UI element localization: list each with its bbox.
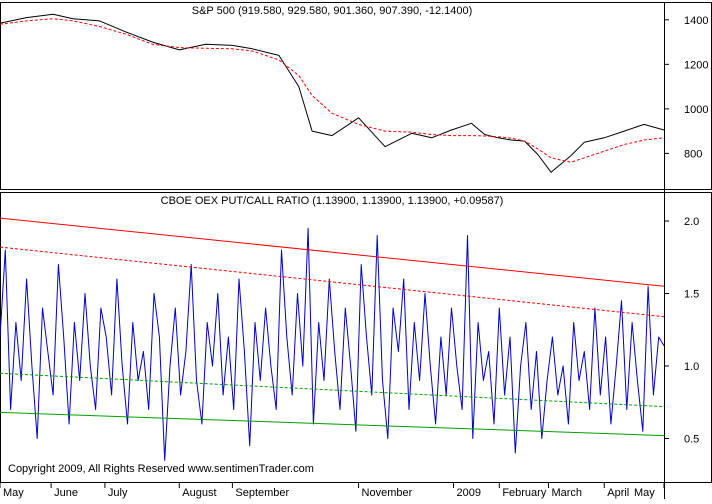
- ratio-panel-title: CBOE OEX PUT/CALL RATIO (1.13900, 1.1390…: [161, 195, 504, 207]
- price-y-tick-label: 1000: [684, 104, 708, 116]
- x-tick-label: May: [634, 487, 655, 499]
- copyright-text: Copyright 2009, All Rights Reserved www.…: [8, 463, 314, 475]
- x-tick-label: February: [502, 487, 547, 499]
- ratio-series-4: [0, 411, 665, 437]
- x-tick-label: April: [607, 487, 629, 499]
- ratio-y-tick-label: 0.5: [684, 434, 699, 446]
- ratio-y-tick-label: 2.0: [684, 216, 699, 228]
- x-tick-label: September: [235, 487, 289, 499]
- x-tick-label: July: [108, 487, 128, 499]
- x-tick-label: May: [3, 487, 24, 499]
- x-tick-label: August: [182, 487, 216, 499]
- price-series-1: [0, 18, 665, 163]
- ratio-series-3: [0, 372, 665, 408]
- x-tick-label: June: [54, 487, 78, 499]
- ratio-series-0: [0, 227, 665, 461]
- x-tick-label: November: [362, 487, 413, 499]
- ratio-y-tick-label: 1.0: [684, 361, 699, 373]
- x-tick-label: 2009: [457, 487, 481, 499]
- price-panel-title: S&P 500 (919.580, 929.580, 901.360, 907.…: [192, 5, 473, 17]
- ratio-series-2: [0, 246, 665, 318]
- price-y-tick-label: 1400: [684, 15, 708, 27]
- price-y-tick-label: 1200: [684, 59, 708, 71]
- ratio-series-1: [0, 217, 665, 287]
- x-tick-label: March: [551, 487, 582, 499]
- price-y-tick-label: 800: [684, 148, 702, 160]
- ratio-y-tick-label: 1.5: [684, 289, 699, 301]
